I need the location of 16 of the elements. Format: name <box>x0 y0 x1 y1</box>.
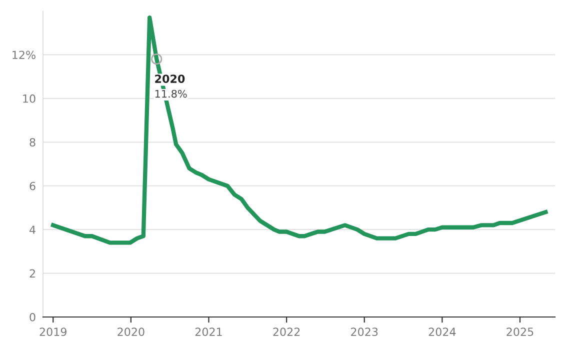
y-tick-label: 10 <box>23 94 36 103</box>
y-tick-label: 8 <box>30 138 36 147</box>
line-series <box>51 15 548 245</box>
y-tick-label: 0 <box>30 312 36 322</box>
x-tick-label: 2020 <box>118 328 144 336</box>
x-tick-label: 2022 <box>273 328 300 336</box>
annotation: 2020 11.8% <box>155 74 187 98</box>
x-tick-label: 2024 <box>428 328 456 336</box>
x-tick-label: 2023 <box>351 328 378 336</box>
x-tick-label: 2021 <box>195 328 222 336</box>
y-tick-label: 6 <box>30 182 36 190</box>
y-tick-label: 4 <box>30 226 36 234</box>
y-tick-label: 12% <box>12 50 36 60</box>
x-tick-label: 2025 <box>506 328 534 336</box>
x-tick-label: 2019 <box>40 328 66 336</box>
y-tick-label: 2 <box>30 269 35 278</box>
